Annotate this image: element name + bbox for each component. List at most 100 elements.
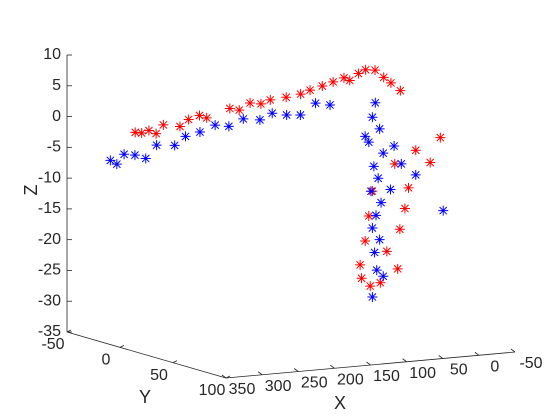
x-axis-title: X [334, 393, 346, 413]
data-point [194, 127, 205, 138]
data-point [210, 120, 221, 131]
data-point [365, 186, 376, 197]
x-tick-label: 0 [490, 358, 499, 375]
data-point [201, 112, 212, 123]
x-tick [474, 351, 480, 356]
data-point [435, 132, 446, 143]
y-tick [225, 375, 231, 379]
data-point [281, 92, 292, 103]
data-point [370, 65, 381, 76]
data-point [105, 155, 116, 166]
data-point [183, 114, 194, 125]
z-tick-label: -5 [47, 139, 61, 156]
data-point [265, 94, 276, 105]
data-point [396, 158, 407, 169]
x-tick-label: 250 [301, 375, 328, 392]
x-tick [294, 368, 299, 372]
data-point [151, 140, 162, 151]
data-point [174, 121, 185, 132]
y-tick-label: 100 [199, 382, 226, 399]
data-point [310, 98, 321, 109]
y-tick [119, 344, 125, 348]
x-tick-label: 100 [409, 365, 436, 382]
data-point [143, 125, 154, 136]
x-tick-label: 350 [229, 381, 256, 398]
data-point [371, 210, 382, 221]
data-point [355, 259, 366, 270]
data-point [305, 85, 316, 96]
data-point [180, 131, 191, 142]
data-point [254, 114, 265, 125]
data-point [158, 119, 169, 130]
data-point [425, 157, 436, 168]
y-tick-label: -50 [41, 336, 64, 353]
data-point [392, 263, 403, 274]
data-point [367, 291, 378, 302]
data-point [353, 68, 364, 79]
data-point [194, 110, 205, 121]
data-point [375, 277, 386, 288]
z-tick-label: -15 [38, 200, 61, 217]
data-point [238, 113, 249, 124]
z-tick-label: 5 [52, 77, 61, 94]
data-point [410, 145, 421, 156]
data-point [255, 98, 266, 109]
data-point [363, 137, 374, 148]
y-axis [66, 331, 227, 379]
data-point [338, 72, 349, 83]
x-tick [330, 364, 335, 369]
data-point [363, 211, 374, 222]
x-tick-label: 50 [450, 362, 468, 379]
data-point [438, 205, 449, 216]
x-tick-label: 300 [265, 378, 292, 395]
z-tick-label: 0 [52, 108, 61, 125]
z-tick-label: -25 [38, 262, 61, 279]
x-tick [438, 355, 443, 359]
data-point [223, 121, 234, 132]
data-point [295, 110, 306, 121]
data-point [119, 149, 130, 160]
data-point [385, 77, 396, 88]
data-point [378, 148, 389, 159]
z-tick-label: -35 [38, 323, 61, 340]
data-point [367, 112, 378, 123]
data-point [371, 265, 382, 276]
data-point [295, 89, 306, 100]
data-point [370, 97, 381, 108]
data-point [399, 203, 410, 214]
data-point [344, 75, 355, 86]
data-point [111, 159, 122, 170]
data-point [367, 223, 378, 234]
data-point [374, 123, 385, 134]
data-point [169, 140, 180, 151]
data-point [136, 128, 147, 139]
data-point [385, 184, 396, 195]
x-tick-label: -50 [519, 355, 542, 372]
x-tick-label: 200 [337, 371, 364, 388]
data-point [369, 247, 380, 258]
y-tick [172, 360, 178, 364]
data-point [410, 169, 421, 180]
data-point [394, 224, 405, 235]
data-point [328, 76, 339, 87]
data-point [389, 141, 400, 152]
data-point [381, 246, 392, 257]
data-point [389, 158, 400, 169]
data-point [356, 273, 367, 284]
data-point [368, 161, 379, 172]
x-tick [510, 348, 516, 353]
data-point [325, 99, 335, 110]
z-tick-label: -10 [38, 169, 61, 186]
x-tick [221, 374, 227, 379]
x-tick [402, 358, 407, 363]
data-point [378, 72, 389, 83]
data-point [365, 281, 376, 292]
data-point [151, 128, 162, 139]
data-point [373, 173, 384, 184]
data-point [140, 153, 151, 164]
z-tick-label: -20 [38, 231, 61, 248]
y-axis-title: Y [139, 387, 151, 407]
data-point [360, 131, 371, 142]
z-tick-label: 10 [43, 46, 61, 63]
data-point [281, 110, 292, 121]
